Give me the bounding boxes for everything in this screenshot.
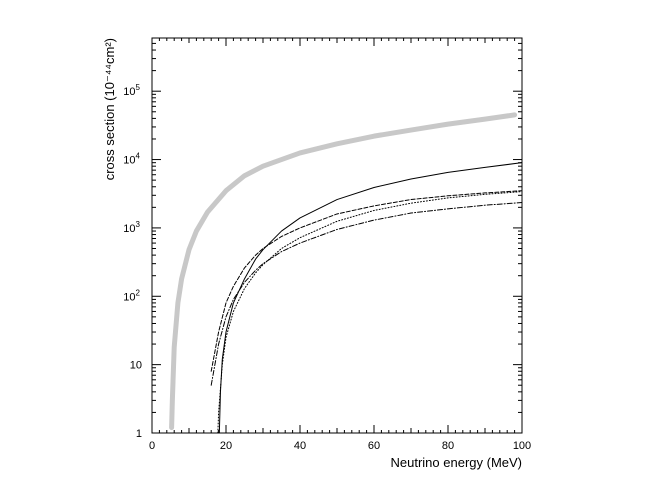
series-line-dashed <box>210 190 522 372</box>
series-layer <box>169 112 522 433</box>
y-tick-label: 10 <box>130 360 142 372</box>
axes-layer: 0 20 40 60 80 100 1 10 102 103 104 105 <box>123 37 531 452</box>
y-axis-title: cross section (10⁻⁴⁴cm²) <box>102 38 117 180</box>
y-tick-label: 104 <box>123 152 140 167</box>
x-tick-label: 20 <box>220 440 232 452</box>
x-tick-label: 60 <box>368 440 380 452</box>
series-line-solid <box>218 162 522 433</box>
y-tick-label: 105 <box>123 83 140 98</box>
x-tick-label: 40 <box>294 440 306 452</box>
y-tick-label: 1 <box>136 428 142 440</box>
series-line-dotted <box>217 191 522 433</box>
x-tick-label: 0 <box>149 440 155 452</box>
y-tick-label: 103 <box>123 220 140 235</box>
x-axis-title: Neutrino energy (MeV) <box>391 455 523 470</box>
series-line-thick-gray <box>169 112 518 431</box>
x-tick-label: 80 <box>442 440 454 452</box>
y-tick-label: 102 <box>123 288 140 303</box>
x-tick-label: 100 <box>513 440 531 452</box>
plot-frame <box>151 37 523 434</box>
series-line-dash-dot <box>210 202 522 386</box>
